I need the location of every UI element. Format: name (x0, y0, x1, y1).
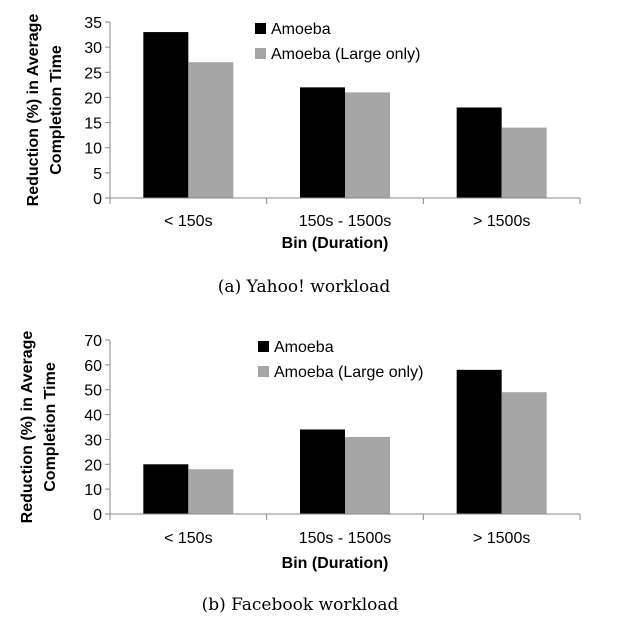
bar-chart1-series2-cat1 (188, 62, 234, 198)
y-tick-label-chart2: 0 (93, 507, 102, 524)
bar-chart1-series1-cat3 (456, 107, 502, 198)
caption-chart1: (a) Yahoo! workload (218, 277, 391, 297)
bar-chart2-series2-cat3 (501, 392, 547, 514)
x-tick-label-chart1: 150s - 1500s (299, 213, 392, 230)
y-tick-label-chart1: 15 (84, 116, 102, 133)
y-tick-label-chart1: 35 (84, 15, 102, 32)
x-tick-label-chart2: < 150s (164, 530, 212, 547)
y-axis-title-chart2-line2: Completion Time (42, 362, 59, 492)
legend-label-chart1-series2: Amoeba (Large only) (271, 46, 420, 63)
y-tick-label-chart2: 30 (84, 432, 102, 449)
legend-label-chart2-series1: Amoeba (274, 339, 334, 356)
x-tick-label-chart2: > 1500s (473, 530, 530, 547)
y-tick-label-chart1: 10 (84, 141, 102, 158)
bar-chart1-series2-cat2 (345, 92, 390, 198)
legend-swatch-chart1-series2 (255, 48, 266, 59)
y-tick-label-chart2: 70 (84, 333, 102, 350)
legend-swatch-chart2-series2 (258, 366, 269, 377)
y-tick-label-chart2: 40 (84, 408, 102, 425)
y-axis-title-chart2-line1: Reduction (%) in Average (19, 331, 36, 524)
y-tick-label-chart2: 60 (84, 358, 102, 375)
bar-chart2-series2-cat1 (188, 469, 234, 514)
x-axis-title-chart2: Bin (Duration) (282, 555, 389, 572)
bar-chart1-series2-cat3 (501, 127, 547, 198)
x-tick-label-chart2: 150s - 1500s (299, 530, 392, 547)
y-tick-label-chart1: 5 (93, 166, 102, 183)
legend-swatch-chart1-series1 (255, 23, 266, 34)
y-tick-label-chart2: 50 (84, 383, 102, 400)
bar-chart2-series1-cat3 (456, 369, 502, 514)
y-tick-label-chart2: 10 (84, 482, 102, 499)
y-tick-label-chart2: 20 (84, 457, 102, 474)
bar-chart2-series1-cat2 (300, 429, 345, 514)
y-axis-title-chart1-line1: Reduction (%) in Average (25, 14, 42, 207)
x-tick-label-chart1: > 1500s (473, 213, 530, 230)
bar-chart1-series1-cat2 (300, 87, 345, 198)
y-tick-label-chart1: 30 (84, 40, 102, 57)
bar-chart1-series1-cat1 (143, 32, 189, 198)
bar-chart2-series1-cat1 (143, 464, 189, 514)
y-tick-label-chart1: 0 (93, 191, 102, 208)
caption-chart2: (b) Facebook workload (202, 595, 399, 615)
legend-swatch-chart2-series1 (258, 341, 269, 352)
x-tick-label-chart1: < 150s (164, 213, 212, 230)
y-tick-label-chart1: 20 (84, 90, 102, 107)
bar-chart2-series2-cat2 (345, 436, 390, 514)
x-axis-title-chart1: Bin (Duration) (282, 235, 389, 252)
y-tick-label-chart1: 25 (84, 65, 102, 82)
legend-label-chart1-series1: Amoeba (271, 21, 331, 38)
legend-label-chart2-series2: Amoeba (Large only) (274, 364, 423, 381)
y-axis-title-chart1-line2: Completion Time (48, 45, 65, 175)
